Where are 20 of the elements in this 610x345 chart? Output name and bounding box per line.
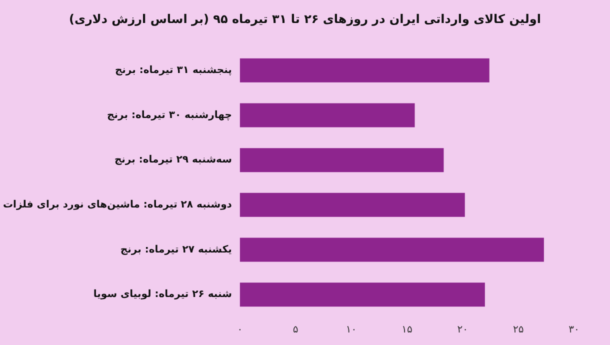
bar	[240, 192, 465, 217]
x-tick-label: ۵	[292, 324, 298, 336]
bar	[240, 238, 544, 262]
y-tick-label: دوشنبه ۲۸ تیرماه: ماشین‌های نورد برای فلزات	[2, 199, 232, 210]
x-tick-label: ۲۵	[512, 324, 524, 336]
x-tick-label: ۳۰	[568, 324, 580, 336]
bar	[240, 58, 490, 82]
x-tick-label: ۱۰	[346, 324, 357, 336]
x-tick-label: ۰	[237, 324, 243, 336]
bar	[240, 103, 415, 128]
y-tick-label: پنجشنبه ۳۱ تیرماه: برنج	[114, 64, 232, 76]
x-tick-label: ۱۵	[402, 324, 412, 336]
x-tick-label: ۲۰	[457, 324, 468, 336]
y-tick-label: سه‌شنبه ۲۹ تیرماه: برنج	[114, 154, 232, 166]
chart-title: اولین کالای وارداتی ایران در روزهای ۲۶ تا ۳۱ تیرماه ۹۵ (بر اساس ارزش دلاری)	[69, 12, 541, 26]
y-tick-label: شنبه ۲۶ تیرماه: لوبیای سویا	[93, 289, 232, 300]
bar	[240, 282, 485, 307]
bar	[240, 148, 444, 172]
y-tick-label: یکشنبه ۲۷ تیرماه: برنج	[120, 244, 232, 256]
y-tick-label: چهارشنبه ۳۰ تیرماه: برنج	[107, 110, 232, 121]
